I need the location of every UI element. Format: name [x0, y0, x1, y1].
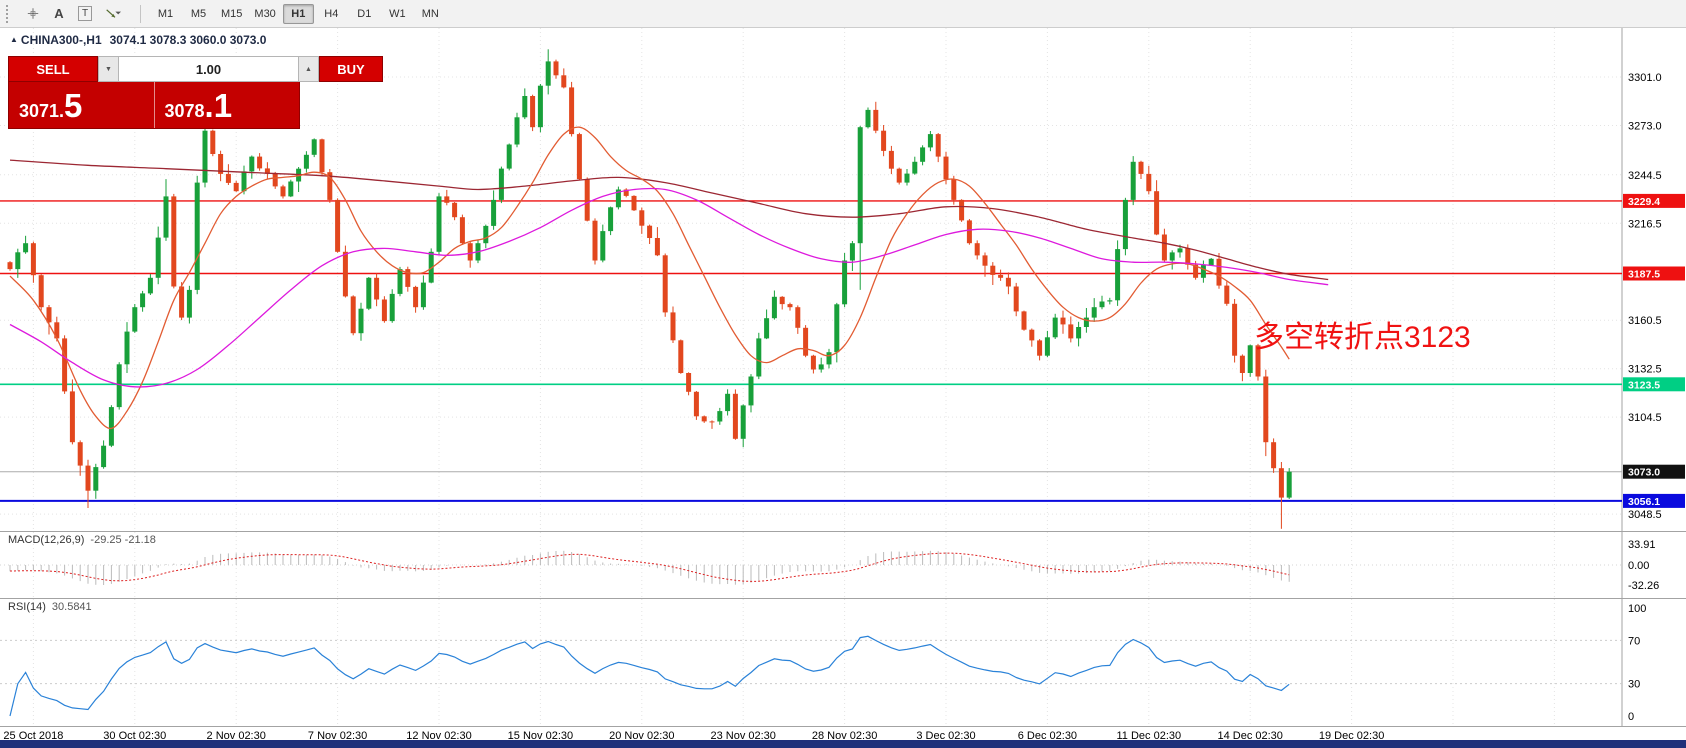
chart-canvas[interactable]: 3301.0 3273.0 3244.5 3216.5 3160.5 3132.5 3104… — [0, 28, 1686, 740]
macd-indicator-label: MACD(12,26,9) -29.25 -21.18 — [8, 534, 156, 546]
timeframe-button-w1[interactable]: W1 — [382, 4, 413, 24]
candles-layer — [7, 49, 1292, 529]
trade-panel-controls: SELL ▼ ▲ BUY — [8, 56, 383, 82]
text-label-tool-icon[interactable]: T — [72, 3, 98, 25]
ma-fast — [9, 126, 1290, 430]
horizontal-level-lines — [0, 200, 1622, 502]
timeframe-button-d1[interactable]: D1 — [349, 4, 380, 24]
chevron-up-icon: ▲ — [305, 65, 312, 73]
svg-text:70: 70 — [1628, 635, 1640, 647]
svg-text:3273.0: 3273.0 — [1628, 121, 1662, 133]
timeframe-button-mn[interactable]: MN — [415, 4, 446, 24]
macd-signal-line — [9, 552, 1290, 582]
svg-text:0.00: 0.00 — [1628, 560, 1649, 572]
buy-price-small-digits: 3078 — [164, 101, 205, 121]
svg-text:12 Nov 02:30: 12 Nov 02:30 — [406, 730, 471, 740]
svg-text:25 Oct 2018: 25 Oct 2018 — [3, 730, 63, 740]
volume-increase-button[interactable]: ▲ — [298, 56, 319, 82]
chart-text-annotation: 多空转折点3123 — [1254, 321, 1471, 354]
trade-panel-prices: 3071. 5 3078.1 — [8, 82, 300, 129]
svg-text:3229.4: 3229.4 — [1628, 196, 1660, 208]
time-axis-labels: 25 Oct 2018 30 Oct 02:30 2 Nov 02:30 7 Nov … — [3, 730, 1384, 740]
svg-text:3301.0: 3301.0 — [1628, 72, 1662, 84]
svg-text:14 Dec 02:30: 14 Dec 02:30 — [1217, 730, 1282, 740]
svg-text:3216.5: 3216.5 — [1628, 218, 1662, 230]
volume-dropdown-button[interactable]: ▼ — [98, 56, 119, 82]
toolbar: A T M1 M5 M15 M30 H1 H4 D1 W1 MN — [0, 0, 1686, 28]
svg-text:3073.0: 3073.0 — [1628, 467, 1660, 479]
rsi-value: 30.5841 — [51, 601, 92, 613]
crosshair-tool-icon[interactable] — [20, 3, 46, 25]
svg-text:19 Dec 02:30: 19 Dec 02:30 — [1319, 730, 1384, 740]
timeframe-button-m1[interactable]: M1 — [150, 4, 181, 24]
svg-text:23 Nov 02:30: 23 Nov 02:30 — [710, 730, 775, 740]
text-annotation-tool-icon[interactable]: A — [46, 3, 72, 25]
timeframe-button-h1[interactable]: H1 — [282, 3, 314, 24]
svg-text:6 Dec 02:30: 6 Dec 02:30 — [1018, 730, 1077, 740]
rsi-line — [9, 635, 1290, 717]
svg-text:3123.5: 3123.5 — [1628, 379, 1660, 391]
buy-price[interactable]: 3078.1 — [155, 82, 300, 128]
svg-text:0: 0 — [1628, 711, 1634, 723]
chart-title: ▲ CHINA300-,H1 3074.1 3078.3 3060.0 3073.0 — [10, 33, 266, 47]
toolbar-separator — [140, 4, 141, 23]
timeframe-button-m30[interactable]: M30 — [249, 4, 280, 24]
volume-input[interactable] — [119, 56, 298, 82]
svg-text:11 Dec 02:30: 11 Dec 02:30 — [1116, 730, 1181, 740]
svg-text:100: 100 — [1628, 603, 1646, 615]
one-click-trading-panel: SELL ▼ ▲ BUY 3071.5 3078.1 — [8, 56, 383, 129]
status-bar — [0, 740, 1686, 748]
timeframe-button-m5[interactable]: M5 — [183, 4, 214, 24]
timeframe-button-m15[interactable]: M15 — [216, 4, 247, 24]
svg-text:30 Oct 02:30: 30 Oct 02:30 — [103, 730, 166, 740]
sell-price[interactable]: 3071. 5 — [9, 82, 155, 128]
rsi-pane — [0, 639, 1622, 685]
chart-symbol-period: CHINA300-,H1 — [20, 33, 102, 47]
svg-text:3132.5: 3132.5 — [1628, 364, 1662, 376]
svg-text:30: 30 — [1628, 679, 1640, 691]
macd-values: -29.25 -21.18 — [90, 534, 156, 546]
chart-ohlc-values: 3074.1 3078.3 3060.0 3073.0 — [109, 33, 267, 47]
svg-text:-32.26: -32.26 — [1628, 580, 1659, 592]
price-axis-labels: 3301.0 3273.0 3244.5 3216.5 3160.5 3132.5 3104… — [1628, 72, 1662, 723]
rsi-indicator-label: RSI(14) 30.5841 — [8, 601, 92, 613]
svg-text:3 Dec 02:30: 3 Dec 02:30 — [916, 730, 975, 740]
toolbar-grip[interactable] — [6, 4, 14, 23]
buy-price-big-digits: .1 — [204, 87, 233, 124]
svg-text:20 Nov 02:30: 20 Nov 02:30 — [609, 730, 674, 740]
symbol-marker-icon: ▲ — [10, 35, 18, 44]
svg-text:3056.1: 3056.1 — [1628, 496, 1660, 508]
price-axis-badges: 3229.4 3187.5 3123.5 3056.1 3073.0 — [1623, 193, 1685, 508]
svg-text:28 Nov 02:30: 28 Nov 02:30 — [812, 730, 877, 740]
timeframe-button-h4[interactable]: H4 — [316, 4, 347, 24]
ma-mid — [9, 187, 1329, 388]
timeframe-button-group: M1 M5 M15 M30 H1 H4 D1 W1 MN — [149, 3, 447, 24]
svg-text:3048.5: 3048.5 — [1628, 509, 1662, 521]
svg-text:3187.5: 3187.5 — [1628, 269, 1660, 281]
svg-text:3244.5: 3244.5 — [1628, 170, 1662, 182]
buy-button[interactable]: BUY — [319, 56, 383, 82]
macd-name: MACD(12,26,9) — [8, 534, 85, 546]
svg-text:33.91: 33.91 — [1628, 539, 1656, 551]
moving-average-lines — [9, 126, 1329, 430]
sell-price-big-digits: 5 — [64, 87, 83, 124]
sell-price-small-digits: 3071. — [19, 101, 65, 121]
svg-text:2 Nov 02:30: 2 Nov 02:30 — [207, 730, 266, 740]
svg-text:7 Nov 02:30: 7 Nov 02:30 — [308, 730, 367, 740]
sell-button[interactable]: SELL — [8, 56, 98, 82]
svg-text:3104.5: 3104.5 — [1628, 412, 1662, 424]
svg-text:3160.5: 3160.5 — [1628, 315, 1662, 327]
svg-text:15 Nov 02:30: 15 Nov 02:30 — [508, 730, 573, 740]
rsi-name: RSI(14) — [8, 601, 46, 613]
draw-arrow-tool-icon[interactable] — [98, 3, 132, 25]
chevron-down-icon: ▼ — [105, 65, 112, 73]
macd-histogram — [9, 550, 1290, 585]
